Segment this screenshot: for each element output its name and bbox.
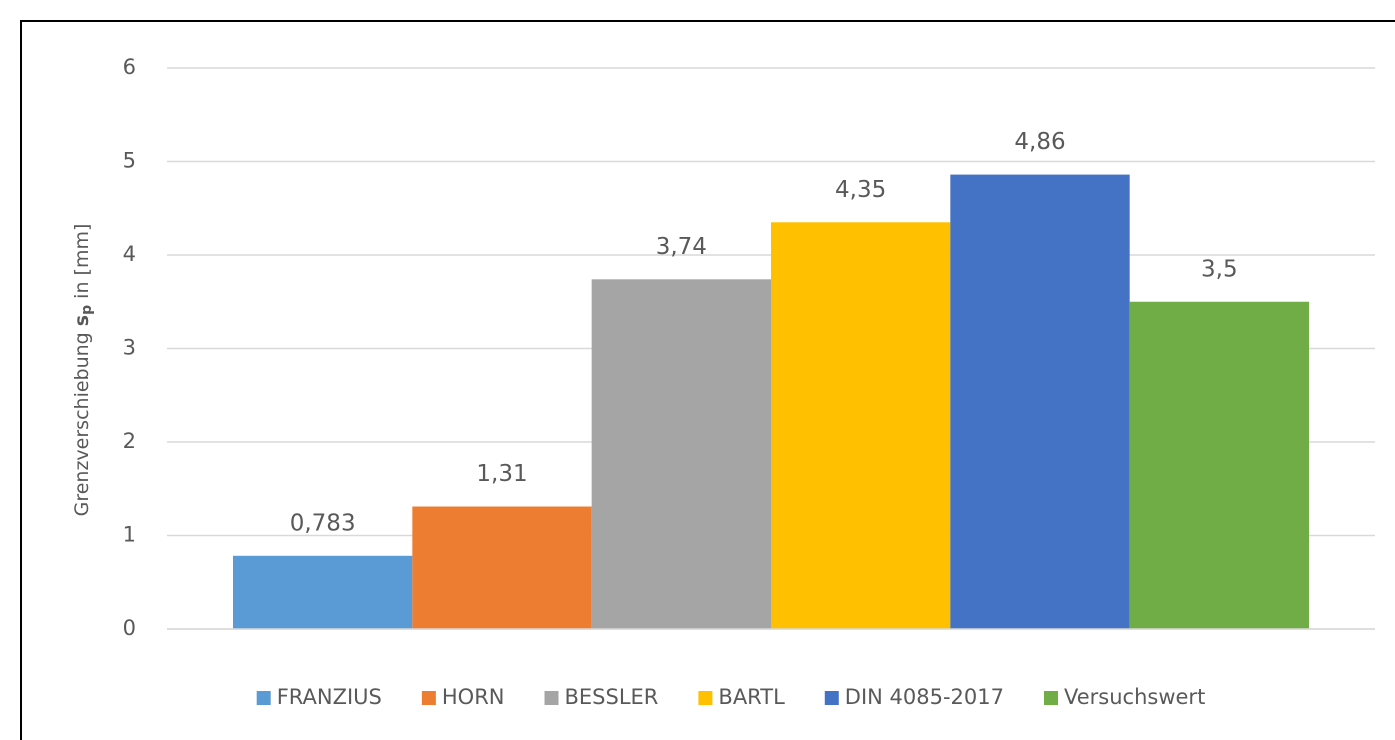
- legend-label: FRANZIUS: [277, 685, 382, 709]
- legend-swatch: [256, 691, 271, 705]
- bar: [591, 279, 771, 629]
- bar: [1129, 301, 1309, 629]
- data-label: 4,86: [1014, 129, 1065, 155]
- legend-swatch: [544, 691, 559, 705]
- legend-label: HORN: [442, 685, 505, 709]
- legend-swatch: [698, 691, 713, 705]
- data-label: 0,783: [290, 510, 356, 536]
- y-tick-label: 2: [123, 429, 136, 453]
- bar: [771, 222, 951, 629]
- legend-label: Versuchswert: [1064, 685, 1205, 709]
- legend-swatch: [824, 691, 839, 705]
- y-tick-label: 0: [123, 616, 136, 640]
- bar: [412, 506, 592, 629]
- y-tick-label: 1: [123, 523, 136, 547]
- bar: [233, 555, 413, 629]
- y-tick-label: 4: [123, 242, 136, 266]
- data-label: 1,31: [476, 461, 527, 487]
- y-tick-label: 5: [123, 149, 136, 173]
- legend-swatch: [1044, 691, 1058, 705]
- legend-swatch: [421, 691, 436, 705]
- data-label: 4,35: [835, 177, 886, 203]
- bar: [950, 174, 1130, 629]
- data-label: 3,5: [1201, 256, 1238, 282]
- legend-label: DIN 4085-2017: [845, 685, 1004, 709]
- y-label-subscript: p: [79, 305, 95, 315]
- legend-label: BESSLER: [565, 685, 659, 709]
- y-label-main: Grenzverschiebung: [71, 332, 93, 516]
- data-label: 3,74: [656, 234, 707, 260]
- y-label-unit-text: in [mm]: [71, 224, 93, 299]
- legend-label: BARTL: [718, 685, 785, 709]
- y-tick-label: 6: [123, 55, 136, 79]
- y-axis-label: Grenzverschiebung sp in [mm]: [71, 224, 96, 517]
- y-label-symbol: s: [71, 315, 93, 326]
- y-tick-label: 3: [123, 336, 136, 360]
